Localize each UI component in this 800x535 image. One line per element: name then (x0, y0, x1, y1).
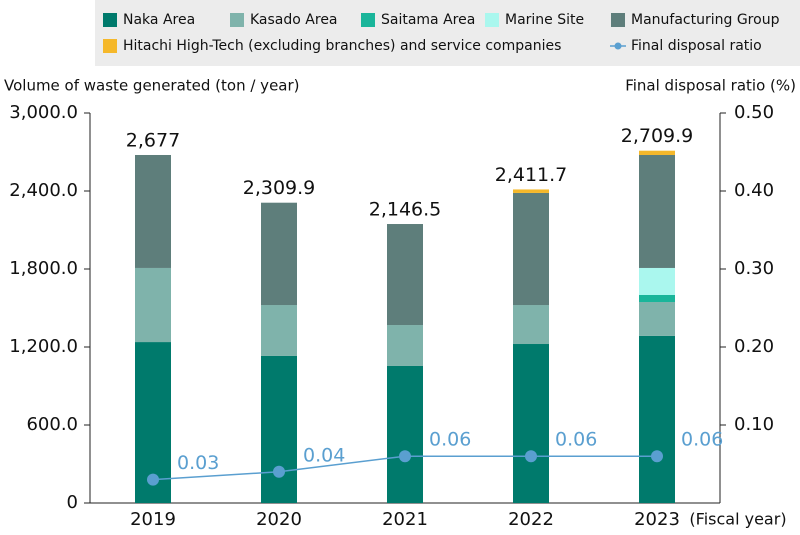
bar-segment (135, 154, 171, 268)
ratio-point (273, 465, 285, 478)
bar-segment (261, 305, 297, 356)
bar-segment (639, 154, 675, 268)
legend-label: Final disposal ratio (631, 38, 762, 54)
legend-label: Kasado Area (250, 12, 338, 28)
y-tick-label: 1,200.0 (9, 336, 78, 357)
legend-label: Naka Area (123, 12, 195, 28)
legend-label: Manufacturing Group (631, 12, 780, 28)
bar-segment (387, 224, 423, 326)
y2-axis-label: Final disposal ratio (%) (625, 77, 796, 95)
bar-segment (513, 192, 549, 306)
ratio-label: 0.06 (429, 429, 471, 451)
legend-marker (614, 42, 622, 50)
ratio-point (147, 473, 159, 486)
bar-segment (135, 267, 171, 343)
legend-swatch (103, 39, 117, 53)
ratio-label: 0.03 (177, 452, 219, 474)
total-label: 2,411.7 (495, 164, 568, 186)
legend-background (95, 0, 800, 66)
legend-swatch (361, 13, 375, 27)
y-tick-label: 2,400.0 (9, 180, 78, 201)
total-label: 2,677 (126, 129, 180, 151)
bar-segment (513, 344, 549, 503)
ratio-label: 0.04 (303, 444, 345, 466)
bar-segment (639, 150, 675, 155)
legend-label: Marine Site (505, 12, 584, 28)
bar-segment (513, 305, 549, 345)
total-label: 2,309.9 (243, 177, 316, 199)
ratio-point (651, 450, 663, 463)
y2-tick-label: 0.40 (734, 180, 774, 201)
total-label: 2,146.5 (369, 198, 442, 220)
bar-segment (387, 365, 423, 503)
legend-swatch (485, 13, 499, 27)
x-tick-label: 2020 (256, 509, 302, 530)
y2-tick-label: 0.30 (734, 258, 774, 279)
y-tick-label: 1,800.0 (9, 258, 78, 279)
y-axis-label: Volume of waste generated (ton / year) (4, 77, 300, 95)
y-tick-label: 600.0 (26, 414, 78, 435)
y2-tick-label: 0.10 (734, 414, 774, 435)
ratio-point (525, 450, 537, 463)
bar-segment (639, 302, 675, 336)
bar-segment (639, 295, 675, 303)
y2-tick-label: 0.20 (734, 336, 774, 357)
y-tick-label: 0 (67, 492, 78, 513)
ratio-label: 0.06 (681, 429, 723, 451)
y-tick-label: 3,000.0 (9, 102, 78, 123)
legend-swatch (230, 13, 244, 27)
x-tick-label: 2022 (508, 509, 554, 530)
legend-label: Saitama Area (381, 12, 475, 28)
ratio-label: 0.06 (555, 429, 597, 451)
bar-segment (639, 267, 675, 295)
total-label: 2,709.9 (621, 125, 694, 147)
legend-swatch (611, 13, 625, 27)
y2-tick-label: 0.50 (734, 102, 774, 123)
legend-swatch (103, 13, 117, 27)
x-tick-label: 2019 (130, 509, 176, 530)
bar-segment (639, 335, 675, 503)
legend-label: Hitachi High-Tech (excluding branches) a… (123, 38, 561, 54)
x-axis-label: (Fiscal year) (689, 510, 786, 529)
bar-segment (261, 202, 297, 306)
x-tick-label: 2023 (634, 509, 680, 530)
x-tick-label: 2021 (382, 509, 428, 530)
bar-segment (513, 189, 549, 193)
bar-segment (261, 355, 297, 503)
bar-segment (387, 325, 423, 366)
ratio-point (399, 450, 411, 463)
